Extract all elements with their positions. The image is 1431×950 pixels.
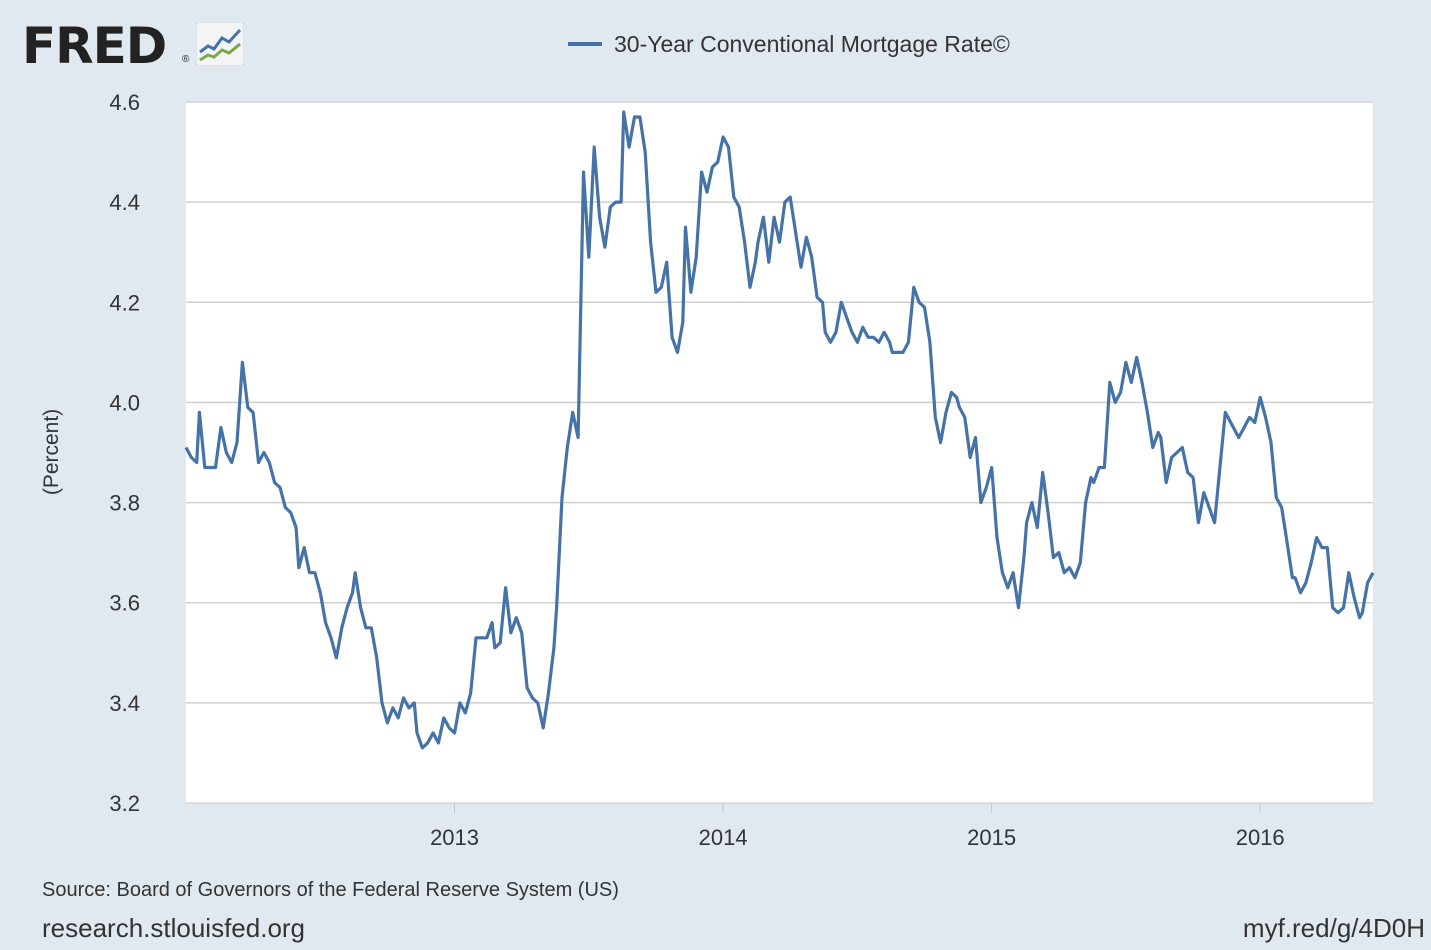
logo-text: FRED — [22, 17, 167, 75]
x-tick-label: 2013 — [430, 825, 479, 850]
x-tick-label: 2016 — [1236, 825, 1285, 850]
series-group — [184, 110, 1375, 750]
plot-background — [186, 102, 1373, 803]
y-tick-label: 4.0 — [109, 390, 140, 415]
y-tick-label: 3.8 — [109, 491, 140, 516]
gridlines — [186, 101, 1373, 704]
legend-swatch — [568, 42, 602, 46]
y-axis-label: (Percent) — [40, 409, 63, 495]
y-tick-label: 3.2 — [109, 791, 140, 816]
fred-logo: FRED ® — [22, 18, 252, 74]
site-link[interactable]: research.stlouisfed.org — [42, 913, 306, 943]
chart-legend: 30-Year Conventional Mortgage Rate© — [568, 28, 1010, 60]
y-tick-label: 3.6 — [109, 591, 140, 616]
fred-chart-logo-icon — [196, 22, 244, 66]
x-axis-ticks: 2013 2014 2015 2016 — [430, 803, 1285, 850]
y-tick-label: 4.4 — [109, 190, 140, 215]
y-tick-label: 4.6 — [109, 90, 140, 115]
x-tick-label: 2015 — [967, 825, 1016, 850]
y-tick-label: 3.4 — [109, 691, 140, 716]
x-tick-label: 2014 — [699, 825, 748, 850]
legend-label: 30-Year Conventional Mortgage Rate© — [614, 30, 1010, 57]
short-url-link[interactable]: myf.red/g/4D0H — [1242, 913, 1425, 943]
logo-registered-mark: ® — [182, 54, 190, 65]
y-axis-ticks: 3.2 3.4 3.6 3.8 4.0 4.2 4.4 4.6 — [109, 90, 140, 816]
source-note: Source: Board of Governors of the Federa… — [42, 879, 619, 901]
series-line — [184, 110, 1375, 750]
y-tick-label: 4.2 — [109, 290, 140, 315]
